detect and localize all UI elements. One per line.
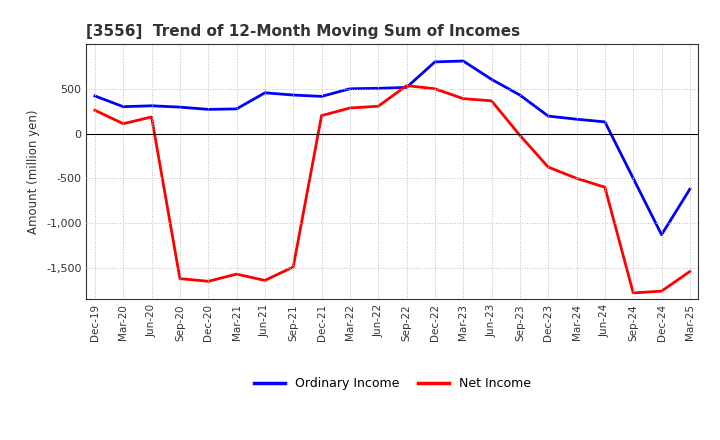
Net Income — [289, 264, 297, 270]
Ordinary Income — [346, 86, 354, 92]
Line: Ordinary Income: Ordinary Income — [95, 61, 690, 235]
Text: [3556]  Trend of 12-Month Moving Sum of Incomes: [3556] Trend of 12-Month Moving Sum of I… — [86, 24, 521, 39]
Ordinary Income — [459, 59, 467, 64]
Ordinary Income — [629, 176, 637, 181]
Net Income — [572, 176, 581, 181]
Net Income — [629, 290, 637, 296]
Ordinary Income — [148, 103, 156, 108]
Net Income — [600, 185, 609, 190]
Net Income — [176, 276, 184, 281]
Ordinary Income — [204, 107, 212, 112]
Ordinary Income — [685, 187, 694, 192]
Ordinary Income — [91, 93, 99, 99]
Ordinary Income — [572, 117, 581, 122]
Ordinary Income — [318, 94, 326, 99]
Net Income — [657, 289, 666, 294]
Ordinary Income — [261, 90, 269, 95]
Ordinary Income — [402, 85, 411, 90]
Ordinary Income — [176, 104, 184, 110]
Line: Net Income: Net Income — [95, 86, 690, 293]
Net Income — [233, 271, 241, 277]
Ordinary Income — [487, 77, 496, 82]
Net Income — [91, 108, 99, 113]
Ordinary Income — [119, 104, 127, 109]
Y-axis label: Amount (million yen): Amount (million yen) — [27, 110, 40, 234]
Net Income — [544, 165, 552, 170]
Ordinary Income — [657, 232, 666, 237]
Net Income — [516, 133, 524, 138]
Net Income — [346, 106, 354, 111]
Ordinary Income — [233, 106, 241, 112]
Net Income — [204, 279, 212, 284]
Ordinary Income — [289, 92, 297, 98]
Net Income — [459, 96, 467, 101]
Net Income — [685, 269, 694, 274]
Ordinary Income — [374, 86, 382, 91]
Net Income — [261, 278, 269, 283]
Ordinary Income — [544, 114, 552, 119]
Ordinary Income — [516, 92, 524, 98]
Net Income — [487, 98, 496, 103]
Net Income — [431, 86, 439, 92]
Ordinary Income — [431, 59, 439, 65]
Net Income — [374, 103, 382, 109]
Net Income — [119, 121, 127, 126]
Net Income — [148, 114, 156, 120]
Net Income — [318, 113, 326, 118]
Legend: Ordinary Income, Net Income: Ordinary Income, Net Income — [253, 377, 531, 390]
Ordinary Income — [600, 119, 609, 125]
Net Income — [402, 83, 411, 88]
